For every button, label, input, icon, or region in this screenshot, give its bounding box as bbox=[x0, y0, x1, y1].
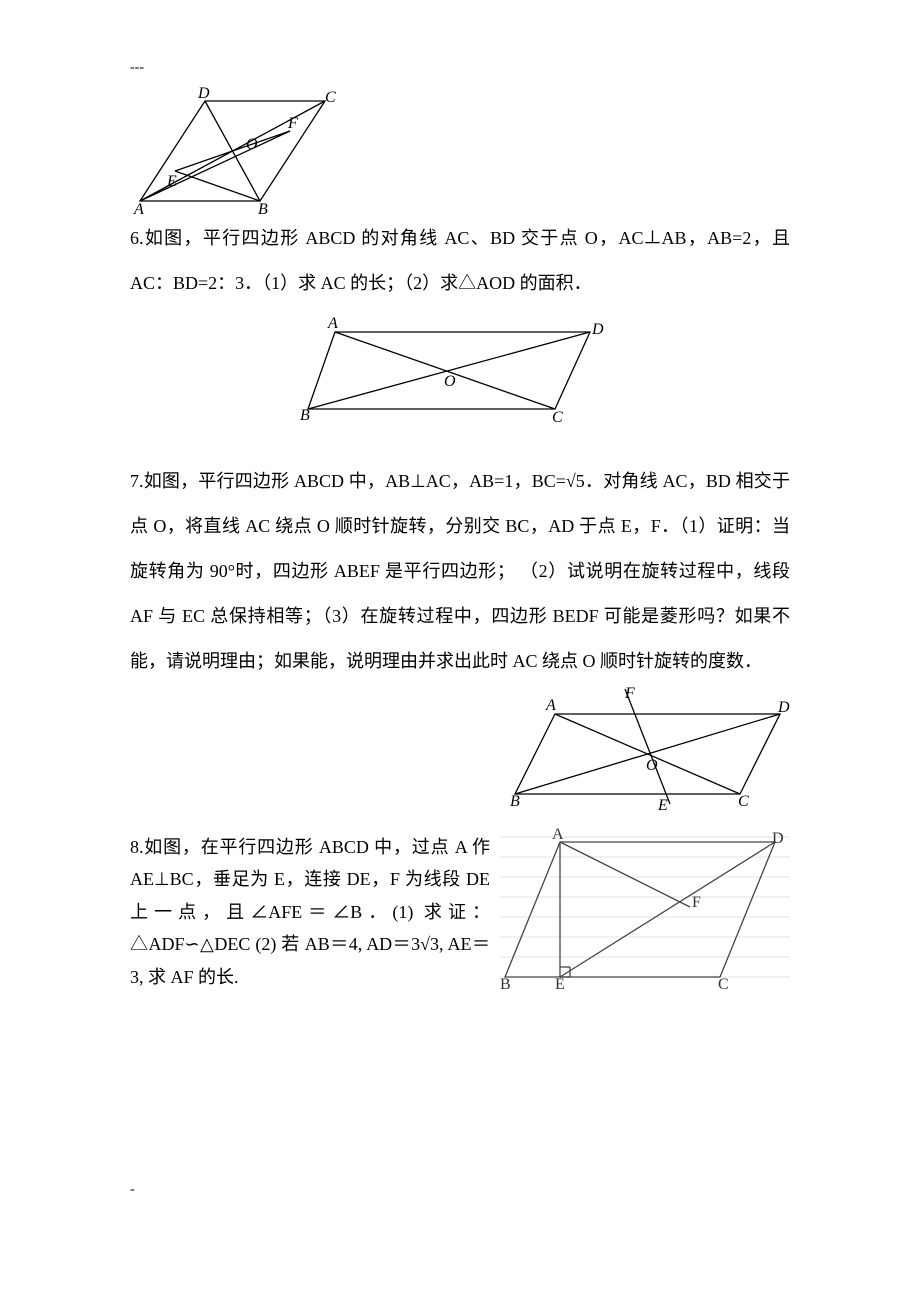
fig6-svg: A D B C O bbox=[300, 314, 620, 424]
fig8-label-E: E bbox=[555, 976, 565, 992]
fig5-label-O: O bbox=[246, 136, 258, 153]
fig7-label-C: C bbox=[738, 793, 749, 810]
document-page: --- A B C D E F O 6.如图，平行四边形 ABCD 的对 bbox=[0, 0, 920, 1258]
fig7-label-B: B bbox=[510, 793, 520, 810]
problem-7-sqrt5: √5 bbox=[566, 471, 585, 491]
fig5-label-C: C bbox=[325, 89, 336, 106]
fig7-svg: A D B C F E O bbox=[510, 684, 790, 814]
problem-7-part-a: 7.如图，平行四边形 ABCD 中，AB⊥AC，AB=1，BC= bbox=[130, 471, 566, 491]
figure-6: A D B C O bbox=[130, 314, 790, 429]
figure-7: A D B C F E O bbox=[510, 684, 790, 831]
fig6-label-O: O bbox=[444, 373, 456, 390]
fig8-label-B: B bbox=[500, 976, 511, 992]
fig6-label-C: C bbox=[552, 409, 563, 424]
fig5-label-D: D bbox=[197, 86, 210, 102]
fig8-label-C: C bbox=[718, 976, 729, 992]
problem-6-text: 6.如图，平行四边形 ABCD 的对角线 AC、BD 交于点 O，AC⊥AB，A… bbox=[130, 216, 790, 306]
fig6-label-A: A bbox=[327, 315, 338, 332]
fig5-label-A: A bbox=[133, 201, 144, 216]
fig7-label-F: F bbox=[624, 685, 635, 702]
fig5-svg: A B C D E F O bbox=[130, 86, 340, 216]
problem-8-sqrt3: √3 bbox=[420, 934, 439, 954]
problem-7-text: 7.如图，平行四边形 ABCD 中，AB⊥AC，AB=1，BC=√5．对角线 A… bbox=[130, 459, 790, 831]
fig7-label-O: O bbox=[646, 757, 658, 774]
header-dash: --- bbox=[130, 60, 790, 76]
fig6-label-D: D bbox=[591, 321, 604, 338]
problem-8-text: A D B C E F 8.如图，在平行四边形 ABCD 中，过点 A 作 AE… bbox=[130, 831, 790, 1002]
fig8-label-F: F bbox=[692, 894, 701, 911]
fig6-label-B: B bbox=[300, 407, 310, 424]
fig5-label-F: F bbox=[287, 115, 298, 132]
fig7-label-E: E bbox=[657, 797, 668, 814]
footer-dash: - bbox=[130, 1182, 790, 1198]
problem-7-part-b: ．对角线 AC，BD 相交于点 O，将直线 AC 绕点 O 顺时针旋转，分别交 … bbox=[130, 471, 790, 671]
fig7-label-A: A bbox=[545, 697, 556, 714]
fig7-label-D: D bbox=[777, 699, 790, 716]
figure-5: A B C D E F O bbox=[130, 86, 790, 216]
fig5-label-E: E bbox=[166, 173, 177, 190]
fig8-label-D: D bbox=[772, 830, 784, 847]
fig8-label-A: A bbox=[552, 827, 564, 843]
figure-8: A D B C E F bbox=[500, 827, 790, 1002]
fig5-label-B: B bbox=[258, 201, 268, 216]
fig8-svg: A D B C E F bbox=[500, 827, 790, 992]
